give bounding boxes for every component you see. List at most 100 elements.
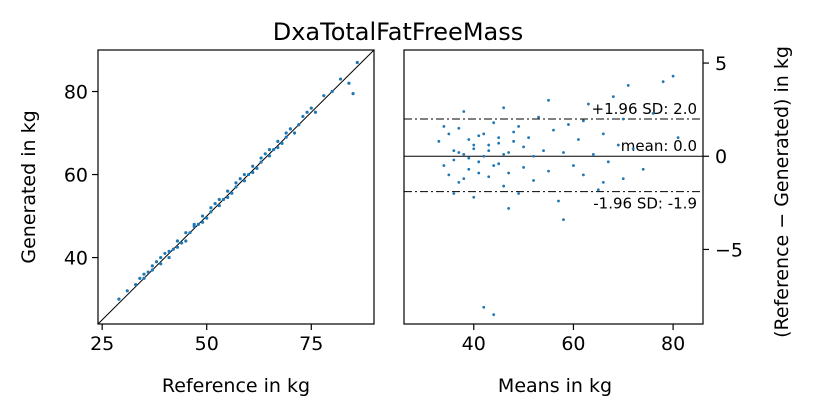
data-point <box>457 180 461 184</box>
data-point <box>142 272 146 276</box>
data-point <box>234 181 238 185</box>
data-point <box>217 197 221 202</box>
x-tick-label: 60 <box>561 333 585 355</box>
reference-line-label: -1.96 SD: -1.9 <box>593 195 697 213</box>
data-point <box>577 138 580 141</box>
data-point <box>482 132 486 136</box>
data-point <box>442 125 446 128</box>
y-tick-label: 80 <box>64 82 88 104</box>
data-point <box>284 131 288 135</box>
data-point <box>586 102 590 106</box>
data-point <box>200 214 205 218</box>
data-point <box>596 188 600 192</box>
data-point <box>631 147 635 151</box>
data-point <box>457 126 461 130</box>
data-point <box>280 141 284 146</box>
data-point <box>462 110 466 113</box>
data-point <box>462 177 466 181</box>
data-point <box>492 313 496 317</box>
data-point <box>322 94 326 98</box>
data-point <box>437 139 441 143</box>
data-point <box>184 239 188 243</box>
data-point <box>442 164 446 167</box>
data-point <box>567 123 570 126</box>
data-point <box>167 249 171 253</box>
data-point <box>492 164 496 167</box>
x-tick-label: 40 <box>462 333 486 355</box>
data-point <box>167 255 171 260</box>
data-point <box>238 177 242 181</box>
data-point <box>452 192 456 195</box>
data-point <box>163 251 167 256</box>
data-point <box>616 143 620 147</box>
data-point <box>242 179 246 183</box>
data-point <box>209 210 213 214</box>
data-point <box>259 160 263 164</box>
data-point <box>272 148 276 152</box>
data-point <box>462 152 466 156</box>
data-point <box>447 132 451 136</box>
data-point <box>472 143 476 147</box>
data-point <box>288 127 292 131</box>
data-point <box>502 184 506 188</box>
data-point <box>117 297 121 301</box>
data-point <box>562 151 565 154</box>
data-point <box>267 154 272 158</box>
data-point <box>497 136 501 140</box>
data-point <box>487 149 491 153</box>
data-point <box>522 166 525 169</box>
data-point <box>467 138 471 141</box>
data-point <box>297 123 301 127</box>
data-point <box>347 81 351 85</box>
data-point <box>284 135 288 139</box>
y-tick-label: 5 <box>715 53 727 75</box>
data-point <box>641 167 645 171</box>
data-point <box>213 202 217 206</box>
data-point <box>547 169 550 173</box>
data-point <box>492 121 496 125</box>
data-point <box>517 192 521 195</box>
data-point <box>542 149 545 153</box>
data-point <box>125 289 129 293</box>
data-point <box>309 106 313 110</box>
data-point <box>537 115 540 119</box>
data-point <box>246 172 251 177</box>
data-point <box>259 156 263 160</box>
right-reference-lines: +1.96 SD: 2.0 mean: 0.0 -1.96 SD: -1.9 <box>404 100 703 213</box>
data-point <box>572 164 575 167</box>
data-point <box>251 170 255 175</box>
data-point <box>522 145 525 149</box>
left-x-ticks: 25 50 75 <box>90 324 323 355</box>
data-point <box>547 98 550 102</box>
x-tick-label: 25 <box>90 333 114 355</box>
right-x-label: Means in kg <box>498 375 612 397</box>
data-point <box>221 197 226 202</box>
data-point <box>301 114 305 119</box>
data-point <box>255 166 259 170</box>
data-point <box>611 95 615 98</box>
data-point <box>467 156 471 160</box>
data-point <box>230 191 234 195</box>
data-point <box>159 262 163 266</box>
data-point <box>192 222 196 226</box>
right-x-ticks: 40 60 80 <box>462 324 685 355</box>
data-point <box>671 74 675 78</box>
left-x-label: Reference in kg <box>162 375 310 397</box>
data-point <box>512 130 516 134</box>
data-point <box>267 148 272 152</box>
data-point <box>188 231 192 235</box>
data-point <box>557 199 560 203</box>
data-point <box>487 143 491 147</box>
data-point <box>351 91 355 96</box>
data-point <box>234 185 238 189</box>
data-point <box>146 270 150 274</box>
data-point <box>196 222 200 226</box>
data-point <box>205 216 209 220</box>
right-y-ticks: 5 0 −5 <box>703 53 743 261</box>
data-point <box>507 151 511 154</box>
x-tick-label: 75 <box>299 333 323 355</box>
data-point <box>313 110 318 114</box>
data-point <box>497 141 501 145</box>
data-point <box>532 179 535 182</box>
